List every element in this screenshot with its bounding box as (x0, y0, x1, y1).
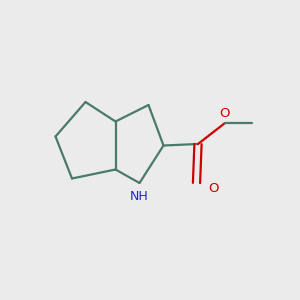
Text: O: O (208, 182, 218, 195)
Text: NH: NH (130, 190, 149, 203)
Text: O: O (220, 107, 230, 120)
